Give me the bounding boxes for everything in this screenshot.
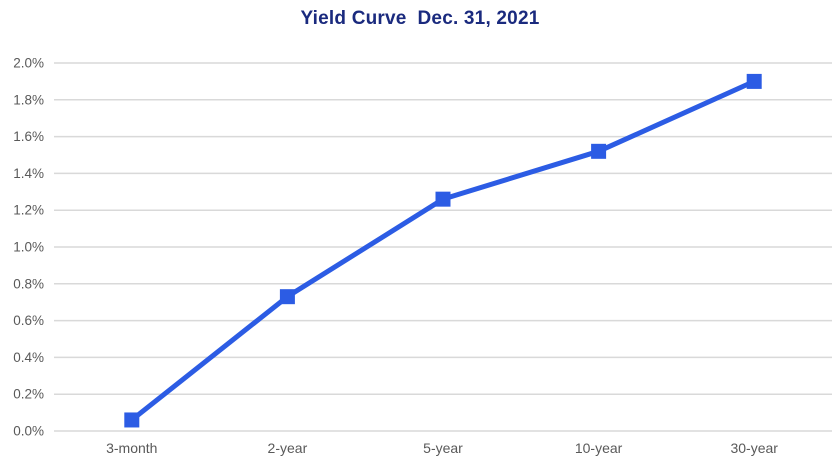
- yield-line-series: [129, 78, 757, 423]
- y-axis-tick-label: 1.2%: [13, 203, 44, 218]
- y-axis-tick-label: 1.8%: [13, 92, 44, 107]
- x-axis-tick-label: 2-year: [268, 440, 308, 456]
- x-axis-tick-label: 3-month: [106, 440, 157, 456]
- y-axis-tick-label: 0.8%: [13, 276, 44, 291]
- y-axis-tick-label: 1.0%: [13, 240, 44, 255]
- y-axis-tick-label: 0.4%: [13, 350, 44, 365]
- x-axis-tick-label: 5-year: [423, 440, 463, 456]
- y-axis-tick-label: 2.0%: [13, 56, 44, 71]
- data-point-marker: [746, 73, 762, 89]
- data-point-marker: [279, 289, 295, 305]
- y-axis-tick-label: 1.4%: [13, 166, 44, 181]
- y-axis-tick-label: 1.6%: [13, 129, 44, 144]
- x-axis-tick-label: 30-year: [730, 440, 778, 456]
- data-point-marker: [124, 412, 140, 428]
- y-axis-tick-label: 0.6%: [13, 313, 44, 328]
- y-axis-tick-label: 0.0%: [13, 424, 44, 439]
- chart-title: Yield Curve Dec. 31, 2021: [300, 8, 540, 29]
- data-point-marker: [591, 143, 607, 159]
- data-point-marker: [435, 191, 451, 207]
- x-axis-tick-label: 10-year: [575, 440, 623, 456]
- y-axis-tick-label: 0.2%: [13, 387, 44, 402]
